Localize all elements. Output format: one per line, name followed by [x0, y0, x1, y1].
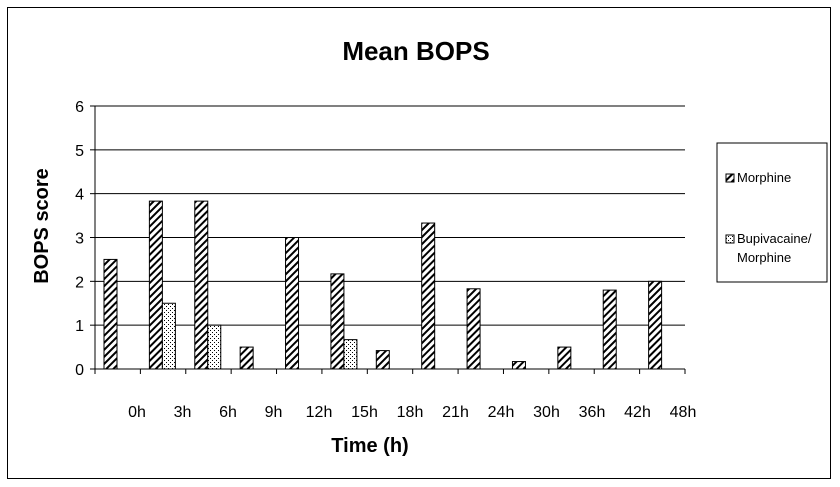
x-axis-title: Time (h) [331, 435, 408, 457]
x-tick-label: 36h [579, 404, 606, 421]
bar-morphine [648, 280, 663, 370]
bar-morphine [511, 361, 526, 370]
x-tick-label: 0h [128, 404, 146, 421]
x-tick-label: 12h [306, 404, 333, 421]
legend-label-bupivacaine-line1: Bupivacaine/ [737, 231, 812, 246]
bar-morphine [330, 273, 345, 370]
bar-morphine [148, 200, 163, 370]
bar-morphine [375, 350, 390, 370]
x-tick-label: 30h [533, 404, 560, 421]
bar-bupivacaine-morphine [343, 339, 358, 370]
chart-frame [7, 7, 831, 479]
x-tick-label: 21h [442, 404, 469, 421]
chart-title: Mean BOPS [342, 36, 489, 66]
y-tick-label: 5 [75, 143, 84, 160]
bar-morphine [602, 289, 617, 370]
legend-swatch-morphine [725, 173, 735, 183]
legend-swatch-bupivacaine [725, 234, 735, 244]
bar-bupivacaine-morphine [161, 302, 176, 370]
x-tick-label: 6h [219, 404, 237, 421]
x-tick-label: 24h [488, 404, 515, 421]
y-axis-title: BOPS score [31, 168, 53, 284]
y-tick-label: 2 [75, 274, 84, 291]
legend-label-morphine: Morphine [737, 170, 791, 185]
legend: Morphine Bupivacaine/ Morphine [716, 142, 828, 283]
y-tick-label: 3 [75, 231, 84, 248]
y-tick-label: 1 [75, 318, 84, 335]
x-tick-label: 42h [624, 404, 651, 421]
y-tick-label: 6 [75, 99, 84, 116]
bar-morphine [194, 200, 209, 370]
x-tick-label: 18h [397, 404, 424, 421]
x-tick-label: 48h [670, 404, 697, 421]
y-tick-label: 4 [75, 187, 84, 204]
bar-morphine [557, 346, 572, 370]
bar-morphine [239, 346, 254, 370]
bar-morphine [421, 222, 436, 370]
legend-label-bupivacaine-line2: Morphine [737, 250, 791, 265]
y-tick-label: 0 [75, 362, 84, 379]
x-tick-label: 9h [265, 404, 283, 421]
legend-box [716, 142, 828, 283]
bar-bupivacaine-morphine [207, 324, 222, 370]
bar-morphine [103, 258, 118, 370]
bar-morphine [285, 237, 300, 370]
x-tick-label: 15h [351, 404, 378, 421]
bar-morphine [466, 288, 481, 370]
x-tick-label: 3h [174, 404, 192, 421]
